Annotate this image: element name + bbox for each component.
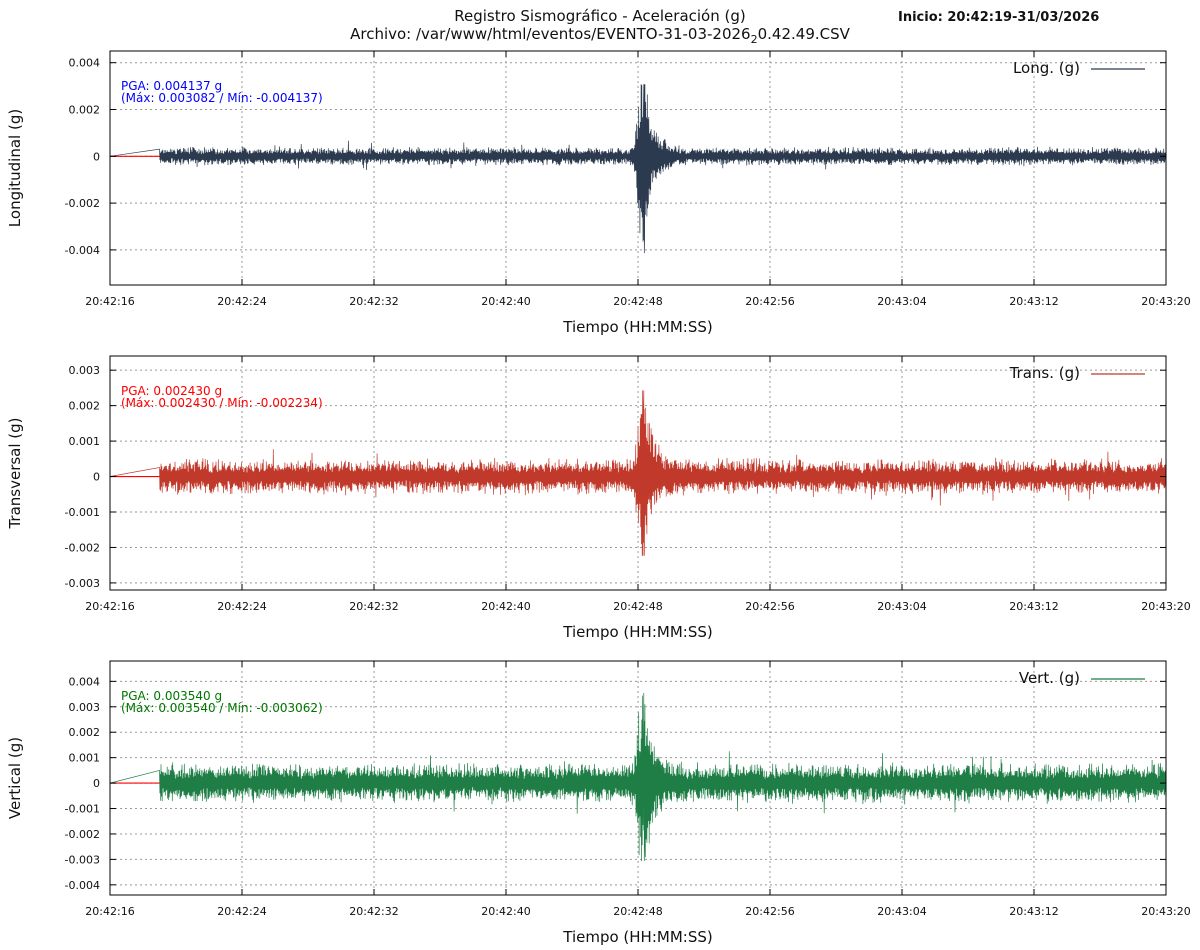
chart-title: Registro Sismográfico - Aceleración (g) [454,7,746,25]
x-tick-label: 20:42:56 [745,295,794,308]
file-path-suffix: 0.42.49.CSV [757,25,850,43]
x-tick-label: 20:43:04 [877,905,926,918]
y-tick-label: 0.001 [69,435,101,448]
x-axis-label: Tiempo (HH:MM:SS) [562,318,712,336]
chart-panel-3: 0.004 0.003 0.002 0.001 0 -0.001 -0.002 -0.003 -… [6,660,1191,946]
x-axis-label: Tiempo (HH:MM:SS) [562,928,712,946]
x-tick-label: 20:42:16 [85,295,134,308]
x-tick-label: 20:43:12 [1009,295,1058,308]
chart-panel-2: 0.003 0.002 0.001 0 -0.001 -0.002 -0.003 20:42:… [6,355,1191,641]
legend-label: Long. (g) [1013,59,1080,77]
file-label: Archivo: /var/www/html/eventos/EVENTO-31… [330,25,870,46]
y-tick-label: 0.004 [69,57,101,70]
pga-annotation: PGA: 0.002430 g [121,384,222,398]
x-tick-label: 20:42:48 [613,905,662,918]
x-tick-label: 20:42:16 [85,905,134,918]
y-tick-label: 0 [93,150,100,163]
file-path-subscript: 2 [750,33,758,46]
x-tick-label: 20:42:32 [349,600,398,613]
y-tick-label: 0.002 [69,726,101,739]
x-tick-label: 20:42:16 [85,600,134,613]
x-tick-label: 20:42:32 [349,905,398,918]
x-tick-label: 20:42:40 [481,905,530,918]
x-tick-label: 20:42:24 [217,600,266,613]
y-tick-label: 0 [93,471,100,484]
legend-label: Vert. (g) [1019,669,1080,687]
y-axis-label: Longitudinal (g) [6,109,24,227]
y-tick-label: -0.003 [65,853,100,866]
pga-annotation: PGA: 0.004137 g [121,79,222,93]
range-annotation: (Máx: 0.003540 / Mín: -0.003062) [121,701,323,715]
y-tick-label: -0.002 [65,197,100,210]
signal-trace [109,84,1167,254]
x-tick-label: 20:43:20 [1141,295,1190,308]
x-tick-label: 20:42:24 [217,905,266,918]
y-tick-label: -0.002 [65,828,100,841]
x-tick-label: 20:42:40 [481,600,530,613]
y-tick-label: 0.002 [69,104,101,117]
pga-annotation: PGA: 0.003540 g [121,689,222,703]
chart-panel-1: 0.004 0.002 0 -0.002 -0.004 20:42:16 20:42:24 2… [6,50,1191,336]
x-tick-label: 20:42:48 [613,600,662,613]
y-tick-label: -0.003 [65,577,100,590]
x-axis-label: Tiempo (HH:MM:SS) [562,623,712,641]
x-tick-label: 20:42:56 [745,905,794,918]
range-annotation: (Máx: 0.002430 / Mín: -0.002234) [121,396,323,410]
y-tick-label: 0.003 [69,364,101,377]
x-tick-label: 20:42:32 [349,295,398,308]
y-tick-label: -0.001 [65,506,100,519]
x-tick-label: 20:43:12 [1009,905,1058,918]
file-path: Archivo: /var/www/html/eventos/EVENTO-31… [350,25,751,43]
y-tick-label: 0 [93,777,100,790]
x-tick-label: 20:43:04 [877,600,926,613]
x-tick-label: 20:43:12 [1009,600,1058,613]
y-tick-label: 0.004 [69,675,101,688]
y-tick-label: 0.001 [69,752,101,765]
x-tick-label: 20:43:20 [1141,905,1190,918]
x-tick-label: 20:43:04 [877,295,926,308]
signal-trace [109,692,1167,862]
y-axis-label: Transversal (g) [6,417,24,529]
range-annotation: (Máx: 0.003082 / Mín: -0.004137) [121,91,323,105]
y-tick-label: -0.002 [65,541,100,554]
y-axis-label: Vertical (g) [6,737,24,819]
x-tick-label: 20:42:24 [217,295,266,308]
y-tick-label: 0.003 [69,701,101,714]
y-tick-label: -0.004 [65,244,100,257]
y-tick-label: -0.004 [65,879,100,892]
legend-label: Trans. (g) [1009,364,1080,382]
y-tick-label: 0.002 [69,400,101,413]
x-tick-label: 20:43:20 [1141,600,1190,613]
x-tick-label: 20:42:48 [613,295,662,308]
y-tick-label: -0.001 [65,803,100,816]
x-tick-label: 20:42:56 [745,600,794,613]
start-time: Inicio: 20:42:19-31/03/2026 [898,10,1100,25]
x-tick-label: 20:42:40 [481,295,530,308]
signal-trace [109,390,1167,556]
